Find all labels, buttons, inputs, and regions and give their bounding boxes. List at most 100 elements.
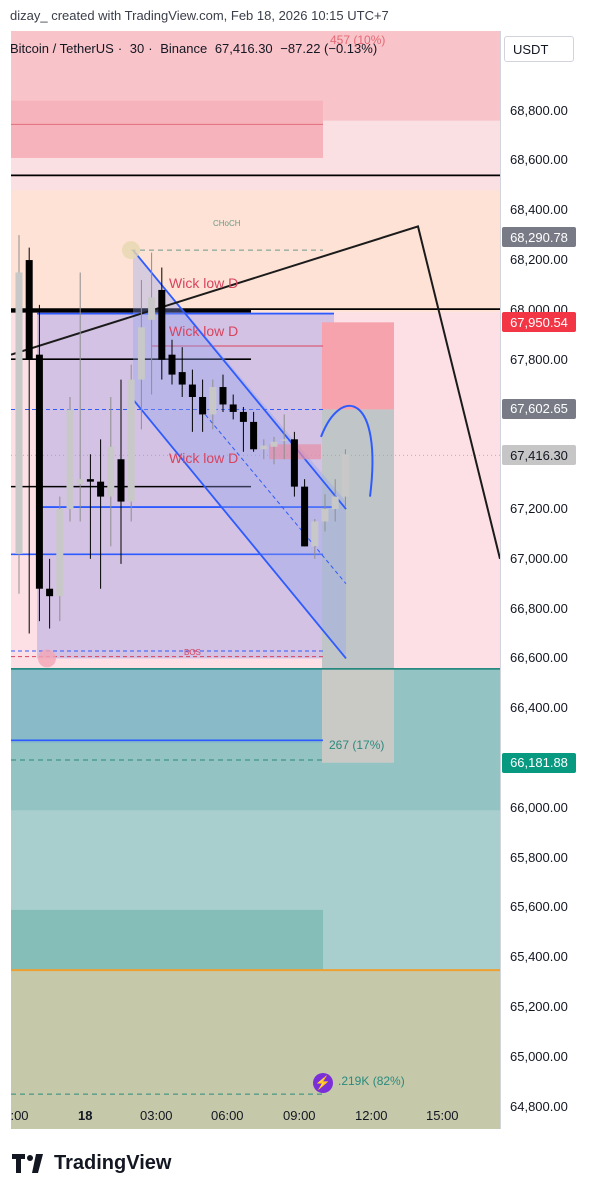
time-tick-label: 15:00 bbox=[426, 1108, 459, 1123]
candle-body bbox=[331, 496, 339, 510]
orange-zone bbox=[11, 190, 500, 313]
target-mid-label: 267 (17%) bbox=[329, 738, 385, 752]
descending-channel-fill bbox=[133, 250, 346, 659]
candle-body bbox=[311, 521, 319, 547]
price-tick-label: 65,600.00 bbox=[510, 899, 568, 915]
chart-attribution: dizay_ created with TradingView.com, Feb… bbox=[10, 8, 389, 23]
lightning-icon[interactable]: ⚡ bbox=[313, 1073, 333, 1093]
price-tick-label: 66,800.00 bbox=[510, 600, 568, 616]
candle-body bbox=[209, 387, 217, 415]
candle-body bbox=[178, 372, 186, 385]
candle-body bbox=[250, 421, 258, 450]
candle-body bbox=[219, 387, 227, 405]
price-tick-label: 68,400.00 bbox=[510, 202, 568, 218]
candle-body bbox=[127, 379, 135, 502]
candle-body bbox=[35, 354, 43, 589]
time-tick-label: 00:00 bbox=[3, 1108, 29, 1123]
time-tick-label: 06:00 bbox=[211, 1108, 244, 1123]
time-tick-label: 18 bbox=[78, 1108, 93, 1123]
target-low-label: .219K (82%) bbox=[338, 1074, 405, 1088]
projection-curve bbox=[320, 404, 374, 497]
symbol-interval: 30 bbox=[129, 41, 145, 56]
price-badge-level: 68,290.78 bbox=[502, 227, 576, 248]
candle-body bbox=[107, 446, 115, 497]
time-tick-label: 03:00 bbox=[140, 1108, 173, 1123]
candle-body bbox=[270, 441, 278, 447]
candle-body bbox=[148, 297, 156, 320]
price-tick-label: 66,600.00 bbox=[510, 650, 568, 666]
candle-body bbox=[341, 454, 349, 497]
price-tick-label: 65,800.00 bbox=[510, 849, 568, 865]
price-tick-label: 66,000.00 bbox=[510, 799, 568, 815]
price-tick-label: 68,600.00 bbox=[510, 152, 568, 168]
price-tick-label: 68,800.00 bbox=[510, 102, 568, 118]
wick-low-label-3: Wick low D bbox=[169, 450, 239, 466]
purple-ob-zone bbox=[37, 312, 334, 659]
chart-area[interactable] bbox=[11, 31, 500, 1129]
candle-body bbox=[280, 439, 288, 441]
choch-label: CHoCH bbox=[213, 219, 241, 228]
currency-selector[interactable]: USDT bbox=[504, 36, 574, 62]
choch-marker bbox=[122, 241, 140, 260]
time-tick-label: 12:00 bbox=[355, 1108, 388, 1123]
tradingview-logo-icon bbox=[12, 1153, 43, 1173]
price-badge-last: 67,416.30 bbox=[502, 445, 576, 466]
candle-body bbox=[168, 354, 176, 375]
candle-body bbox=[199, 397, 207, 415]
price-badge-stop: 67,950.54 bbox=[502, 312, 576, 333]
candle-body bbox=[25, 260, 33, 360]
price-badge-target: 66,181.88 bbox=[502, 752, 576, 773]
channel-upper-line bbox=[132, 249, 347, 510]
price-tick-label: 65,200.00 bbox=[510, 999, 568, 1014]
candle-body bbox=[229, 404, 237, 412]
candle-body bbox=[158, 289, 166, 360]
wick-low-label-2: Wick low D bbox=[169, 323, 239, 339]
blue-demand-block bbox=[11, 668, 323, 744]
candle-body bbox=[321, 509, 329, 522]
bos-label: BOS bbox=[184, 648, 201, 657]
candle-body bbox=[15, 272, 23, 554]
candle-body bbox=[301, 486, 309, 547]
zigzag-projection-line bbox=[11, 225, 500, 560]
top-target-label: 457 (10%) bbox=[330, 33, 386, 47]
candle-body bbox=[66, 409, 74, 510]
price-tick-label: 68,200.00 bbox=[510, 252, 568, 268]
symbol-last-price: 67,416.30 bbox=[214, 41, 273, 56]
price-tick-label: 67,800.00 bbox=[510, 351, 568, 367]
candle-body bbox=[290, 439, 298, 487]
candle-body bbox=[46, 588, 54, 597]
candle-body bbox=[86, 479, 94, 482]
tradingview-brand: TradingView bbox=[54, 1152, 172, 1174]
candle-body bbox=[76, 479, 84, 485]
symbol-name: Bitcoin / TetherUS bbox=[10, 41, 114, 56]
position-stop-box bbox=[322, 322, 394, 410]
price-badge-level: 67,602.65 bbox=[502, 398, 576, 419]
price-tick-label: 67,200.00 bbox=[510, 501, 568, 517]
channel-mid-line bbox=[200, 409, 347, 585]
candle-body bbox=[137, 327, 145, 380]
position-target-shade bbox=[322, 409, 394, 669]
price-chart[interactable] bbox=[11, 31, 500, 1129]
symbol-header: Bitcoin / TetherUS · 30 · Binance 67,416.3… bbox=[10, 41, 378, 56]
supply-block bbox=[11, 100, 323, 158]
price-tick-label: 65,000.00 bbox=[510, 1048, 568, 1064]
candle-body bbox=[260, 445, 268, 450]
tradingview-footer[interactable]: TradingView bbox=[12, 1152, 171, 1175]
candle-body bbox=[239, 411, 247, 422]
price-tick-label: 65,400.00 bbox=[510, 949, 568, 965]
wick-low-label-1: Wick low D bbox=[169, 275, 239, 291]
price-tick-label: 64,800.00 bbox=[510, 1098, 568, 1114]
price-tick-label: 67,000.00 bbox=[510, 550, 568, 566]
candle-body bbox=[56, 509, 64, 597]
channel-lower-line bbox=[132, 398, 347, 660]
olive-zone bbox=[11, 969, 500, 1129]
symbol-change: −87.22 (−0.13%) bbox=[280, 41, 378, 56]
price-tick-label: 66,400.00 bbox=[510, 700, 568, 716]
time-tick-label: 09:00 bbox=[283, 1108, 316, 1123]
bos-marker bbox=[38, 649, 56, 668]
candle-body bbox=[117, 459, 125, 502]
price-axis[interactable] bbox=[500, 31, 584, 1129]
candle-body bbox=[188, 384, 196, 397]
candle-body bbox=[97, 481, 105, 497]
symbol-exchange: Binance bbox=[160, 41, 208, 56]
